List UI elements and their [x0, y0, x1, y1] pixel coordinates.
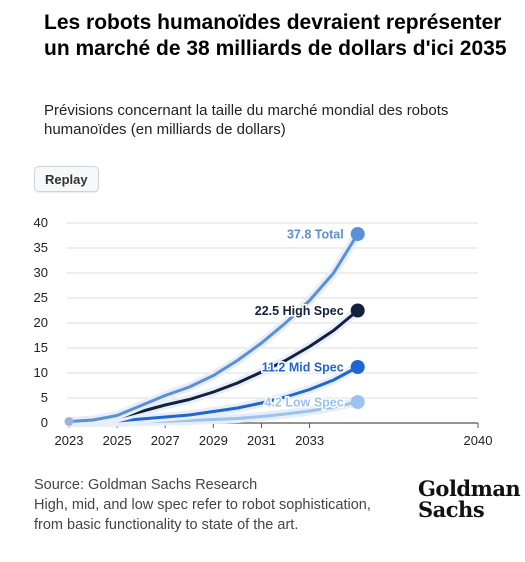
x-tick-label: 2027: [151, 433, 180, 448]
end-label-high-spec: 22.5 High Spec: [255, 304, 344, 318]
x-tick-label: 2025: [103, 433, 132, 448]
logo-line-1: Goldman: [418, 476, 521, 501]
y-tick-label: 40: [34, 215, 48, 230]
chart-footer: Source: Goldman Sachs Research High, mid…: [34, 475, 414, 535]
y-tick-label: 30: [34, 265, 48, 280]
logo-line-2: Sachs: [418, 497, 485, 522]
y-tick-label: 0: [41, 415, 48, 430]
y-tick-label: 5: [41, 390, 48, 405]
end-point-total: [350, 227, 365, 241]
x-tick-label: 2029: [199, 433, 228, 448]
start-point: [64, 417, 74, 426]
y-tick-label: 35: [34, 240, 48, 255]
x-tick-label: 2031: [247, 433, 276, 448]
end-point-low-spec: [350, 395, 365, 409]
y-tick-label: 20: [34, 315, 48, 330]
y-tick-label: 10: [34, 365, 48, 380]
y-tick-label: 15: [34, 340, 48, 355]
x-tick-label: 2033: [295, 433, 324, 448]
end-label-mid-spec: 11.2 Mid Spec: [262, 361, 344, 375]
footnote-line-2: from basic functionality to state of the…: [34, 517, 299, 533]
replay-button[interactable]: Replay: [34, 166, 99, 192]
end-label-total: 37.8 Total: [287, 228, 344, 242]
end-point-mid-spec: [350, 360, 365, 374]
x-tick-label: 2023: [55, 433, 84, 448]
end-point-high-spec: [350, 303, 365, 318]
end-label-low-spec: 4.2 Low Spec: [265, 396, 344, 410]
footnote-line-1: High, mid, and low spec refer to robot s…: [34, 497, 371, 513]
chart-title: Les robots humanoïdes devraient représen…: [44, 11, 507, 60]
x-tick-label: 2040: [464, 433, 493, 448]
source-text: Source: Goldman Sachs Research: [34, 477, 258, 493]
goldman-sachs-logo: Goldman Sachs: [418, 478, 523, 520]
series-line-total: [67, 232, 360, 423]
chart-subtitle: Prévisions concernant la taille du march…: [44, 102, 449, 138]
y-tick-label: 25: [34, 290, 48, 305]
